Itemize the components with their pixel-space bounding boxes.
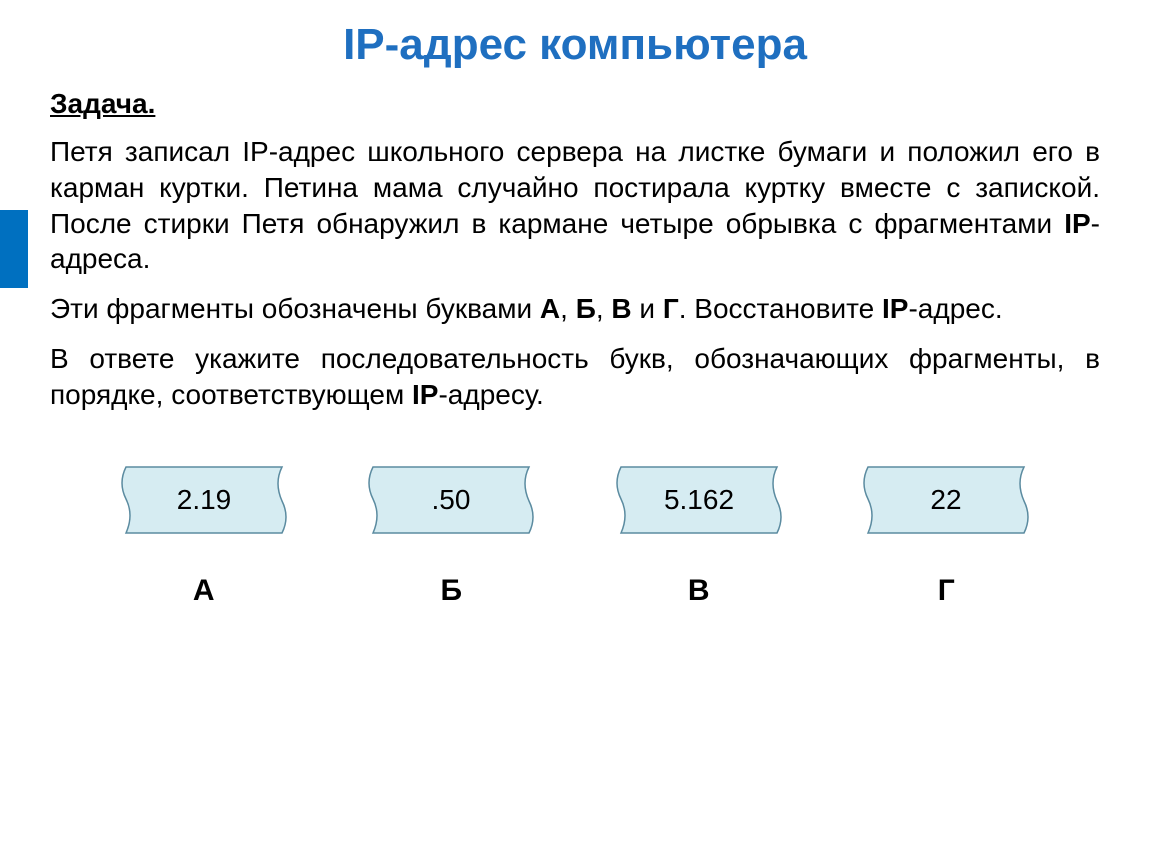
fragment-b-label: Б [440, 574, 462, 608]
fragment-v: 5.162 В [609, 453, 789, 608]
fragment-a-label: А [193, 574, 215, 608]
paragraph-1: Петя записал IP-адрес школьного сервера … [50, 134, 1100, 277]
p2-letter-v: В [611, 293, 631, 324]
p3-text-a: В ответе укажите последовательность букв… [50, 343, 1100, 410]
fragment-v-shape: 5.162 [609, 453, 789, 548]
fragment-g-value: 22 [931, 484, 962, 515]
p2-ip-bold: IP [882, 293, 908, 324]
fragment-b-shape: .50 [361, 453, 541, 548]
fragment-v-label: В [688, 574, 710, 608]
p2-letter-a: А [540, 293, 560, 324]
fragment-b: .50 Б [361, 453, 541, 608]
fragment-g-label: Г [938, 574, 955, 608]
p3-text-b: -адресу. [438, 379, 543, 410]
paragraph-3: В ответе укажите последовательность букв… [50, 341, 1100, 413]
fragment-b-value: .50 [432, 484, 471, 515]
paragraph-2: Эти фрагменты обозначены буквами А, Б, В… [50, 291, 1100, 327]
fragment-a-shape: 2.19 [114, 453, 294, 548]
p2-sep-2: , [596, 293, 612, 324]
fragment-a-value: 2.19 [177, 484, 232, 515]
task-label: Задача. [50, 88, 1100, 120]
left-accent-bar [0, 210, 28, 288]
p2-text-e: -адрес. [908, 293, 1002, 324]
fragments-row: 2.19 А .50 Б 5.162 В 22 Г [50, 453, 1100, 608]
fragment-g-shape: 22 [856, 453, 1036, 548]
p2-text-d: . Восстановите [679, 293, 882, 324]
page-title: IP-адрес компьютера [50, 20, 1100, 70]
p2-text-a: Эти фрагменты обозначены буквами [50, 293, 540, 324]
p1-ip-bold: IP [1064, 208, 1090, 239]
fragment-v-value: 5.162 [664, 484, 734, 515]
p1-text-a: Петя записал IP-адрес школьного сервера … [50, 136, 1100, 239]
fragment-g: 22 Г [856, 453, 1036, 608]
p2-sep-1: , [560, 293, 576, 324]
p3-ip-bold: IP [412, 379, 438, 410]
fragment-a: 2.19 А [114, 453, 294, 608]
p2-letter-b: Б [576, 293, 596, 324]
p2-letter-g: Г [663, 293, 679, 324]
p2-sep-3: и [632, 293, 663, 324]
slide-content: IP-адрес компьютера Задача. Петя записал… [50, 20, 1100, 608]
